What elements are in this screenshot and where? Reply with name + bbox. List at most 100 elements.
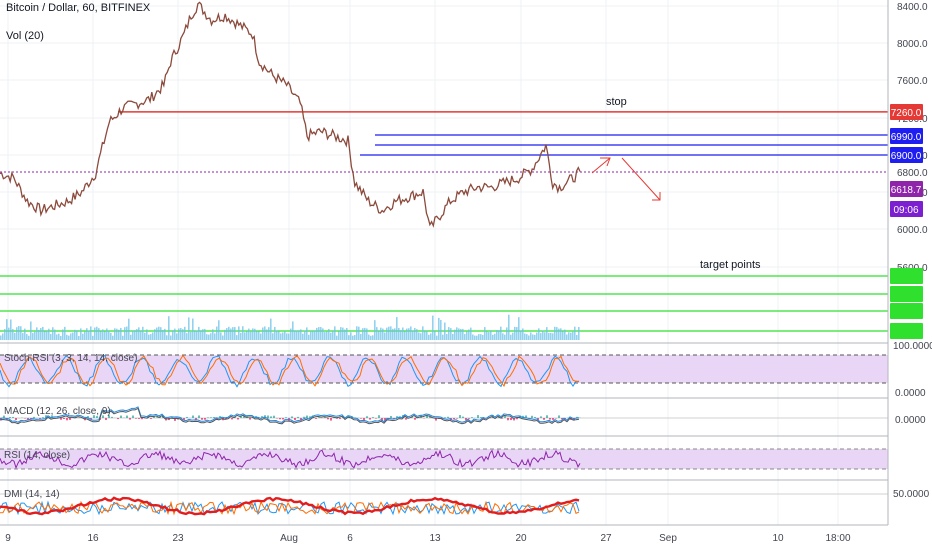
volume-bar	[164, 328, 166, 340]
volume-bar	[512, 332, 514, 340]
volume-bar	[72, 332, 74, 340]
macd-hist-bar	[366, 416, 368, 418]
time-axis-ticks: 9 16 23 Aug 6 13 20 27 Sep 10 18:00	[5, 533, 851, 544]
volume-bar	[530, 332, 532, 340]
volume-bar	[340, 327, 342, 340]
volume-bar	[346, 328, 348, 340]
macd-hist-bar	[447, 416, 449, 418]
volume-bar	[160, 327, 162, 340]
volume-bar	[186, 333, 188, 340]
volume-bar	[342, 327, 344, 340]
volume-bar	[10, 319, 12, 340]
volume-bar	[260, 333, 262, 340]
macd-hist-bar	[477, 415, 479, 418]
volume-bar	[304, 330, 306, 340]
volume-bar	[422, 326, 424, 340]
volume-bar	[316, 327, 318, 340]
volume-bar	[30, 321, 32, 340]
volume-bar	[476, 335, 478, 340]
macd-hist-bar	[513, 418, 515, 421]
volume-bar	[18, 326, 20, 340]
macd-hist-bar	[453, 418, 455, 420]
volume-bar	[376, 327, 378, 340]
macd-hist-bar	[405, 418, 407, 420]
stoch-rsi-pane	[0, 342, 888, 388]
macd-hist-bar	[192, 415, 194, 418]
volume-bar	[344, 329, 346, 340]
price-badge	[890, 128, 923, 144]
macd-hist-bar	[504, 415, 506, 418]
volume-bar	[0, 335, 2, 340]
volume-bar	[172, 330, 174, 340]
macd-pane	[0, 397, 888, 425]
macd-hist-bar	[204, 418, 206, 420]
volume-bar	[472, 334, 474, 340]
volume-bar	[426, 330, 428, 340]
volume-bar	[538, 328, 540, 340]
volume-bar	[114, 328, 116, 340]
volume-bar	[286, 333, 288, 340]
time-tick-label: 6	[347, 533, 353, 544]
volume-bar	[520, 330, 522, 340]
volume-bar	[534, 334, 536, 340]
volume-bar	[158, 326, 160, 340]
volume-bar	[188, 317, 190, 340]
macd-hist-bar	[561, 418, 563, 420]
macd-hist-bar	[324, 416, 326, 418]
time-tick-label: 16	[87, 533, 99, 544]
volume-bar	[282, 332, 284, 340]
dmi-minus-line	[0, 500, 580, 516]
volume-bar	[292, 321, 294, 340]
volume-bar	[20, 326, 22, 340]
volume-bar	[574, 326, 576, 340]
volume-bar	[532, 334, 534, 340]
volume-bar	[560, 328, 562, 340]
volume-bar	[254, 328, 256, 340]
time-tick-label: 9	[5, 533, 11, 544]
macd-hist-bar	[273, 415, 275, 418]
rsi-line	[0, 449, 581, 470]
macd-hist-bar	[243, 415, 245, 418]
macd-hist-bar	[153, 416, 155, 418]
volume-bar	[352, 335, 354, 340]
volume-bar	[466, 331, 468, 340]
volume-bar	[536, 332, 538, 340]
volume-bar	[396, 317, 398, 340]
target-badge	[890, 303, 923, 319]
price-badge-label: 09:06	[893, 205, 918, 216]
volume-bar	[468, 329, 470, 340]
volume-bar	[358, 326, 360, 340]
volume-bar	[298, 330, 300, 340]
macd-hist-bar	[573, 418, 575, 421]
macd-hist-bar	[201, 418, 203, 420]
volume-bar	[262, 327, 264, 340]
volume-bar	[62, 329, 64, 340]
volume-bar	[226, 328, 228, 340]
volume-bar	[66, 334, 68, 340]
macd-hist-bar	[111, 416, 113, 418]
macd-hist-bar	[141, 418, 143, 420]
volume-bar	[68, 335, 70, 340]
volume-bar	[564, 329, 566, 340]
volume-bar	[194, 330, 196, 340]
volume-bar	[204, 328, 206, 340]
volume-bar	[540, 333, 542, 340]
volume-bar	[302, 333, 304, 340]
macd-hist-bar	[429, 417, 431, 418]
volume-bar	[548, 333, 550, 340]
volume-bar	[52, 327, 54, 340]
macd-hist-bar	[507, 418, 509, 421]
volume-bar	[198, 326, 200, 340]
macd-hist-bar	[381, 418, 383, 421]
stop-label: stop	[606, 96, 627, 108]
volume-bar	[58, 333, 60, 340]
macd-hist-bar	[363, 418, 365, 421]
macd-hist-bar	[135, 418, 137, 419]
volume-bar	[28, 335, 30, 340]
volume-bar	[498, 330, 500, 340]
price-badge	[890, 201, 923, 217]
macd-hist-bar	[132, 415, 134, 418]
volume-bar	[382, 328, 384, 340]
volume-bar	[162, 330, 164, 340]
